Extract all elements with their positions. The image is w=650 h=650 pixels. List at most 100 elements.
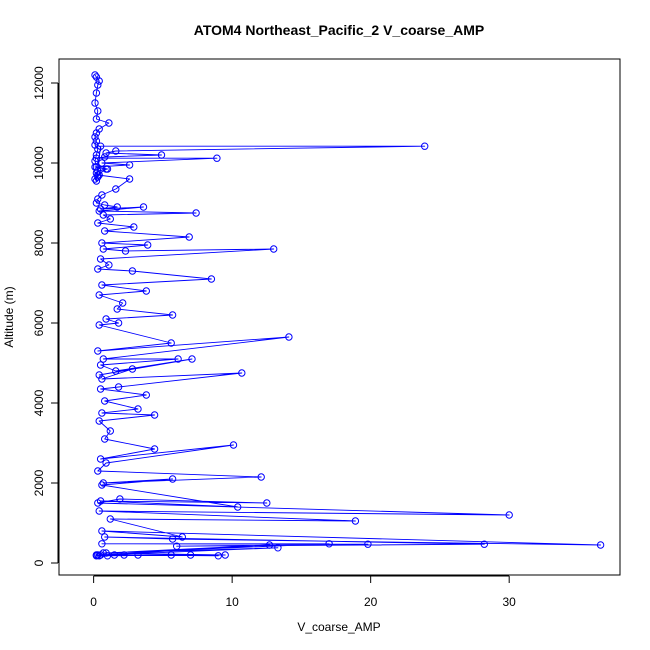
data-point	[150, 411, 159, 419]
data-point	[178, 533, 187, 541]
data-point	[99, 479, 108, 487]
data-point	[106, 427, 115, 435]
data-point	[112, 147, 120, 155]
y-tick-label: 2000	[32, 469, 46, 496]
data-point	[94, 499, 102, 507]
x-tick-label: 30	[503, 595, 517, 609]
y-tick-label: 0	[32, 559, 46, 566]
data-point	[144, 241, 152, 249]
data-point	[96, 205, 105, 213]
data-point	[92, 129, 101, 137]
y-tick-label: 6000	[32, 309, 46, 336]
data-point	[174, 355, 182, 363]
data-point	[134, 405, 142, 413]
data-point	[119, 299, 127, 307]
data-point	[168, 535, 177, 543]
data-point	[91, 133, 99, 141]
data-point	[99, 211, 108, 219]
data-point	[105, 119, 113, 127]
data-point	[102, 315, 110, 323]
data-point	[114, 383, 123, 391]
data-point	[113, 305, 121, 313]
data-point	[102, 165, 110, 173]
data-point	[112, 185, 120, 193]
data-point	[274, 544, 282, 552]
y-axis-label: Altitude (m)	[2, 286, 16, 347]
data-point	[128, 365, 137, 373]
data-point	[101, 227, 109, 235]
data-point	[91, 163, 99, 171]
data-point	[234, 503, 242, 511]
data-point	[92, 552, 101, 560]
data-point	[96, 255, 105, 263]
data-point	[94, 107, 102, 115]
x-tick-label: 10	[225, 595, 239, 609]
data-point	[98, 527, 106, 535]
data-point	[125, 161, 134, 169]
data-point	[213, 154, 221, 162]
data-point	[157, 151, 166, 159]
x-axis: 0 10 20 30	[90, 575, 517, 609]
data-point	[95, 507, 103, 515]
data-point	[265, 541, 274, 549]
data-series	[91, 71, 605, 560]
data-point	[229, 441, 238, 449]
data-point	[94, 265, 102, 273]
y-axis: 0 2000 4000 6000 8000 10000 12000	[32, 66, 59, 566]
data-point	[101, 201, 109, 209]
data-point	[167, 339, 175, 347]
x-tick-label: 20	[364, 595, 378, 609]
data-point	[351, 517, 360, 525]
data-point	[125, 175, 134, 183]
data-point	[364, 540, 372, 548]
data-point	[103, 552, 112, 560]
data-point	[92, 137, 101, 145]
data-point	[94, 347, 102, 355]
data-point	[480, 540, 488, 548]
data-point	[238, 369, 246, 377]
data-point	[96, 385, 105, 393]
data-point	[94, 467, 102, 475]
plot-area-frame	[58, 58, 621, 576]
data-point	[128, 267, 137, 275]
data-point	[95, 417, 103, 425]
data-point	[102, 459, 110, 467]
data-point	[110, 551, 119, 559]
x-tick-label: 0	[90, 595, 97, 609]
data-point	[95, 291, 103, 299]
data-point	[325, 540, 333, 548]
data-point	[92, 115, 101, 123]
data-point	[186, 551, 195, 559]
data-point	[99, 355, 108, 363]
data-point	[185, 233, 193, 241]
data-point	[94, 551, 102, 559]
data-point	[99, 245, 108, 253]
data-point	[142, 287, 151, 295]
data-point	[421, 142, 429, 150]
data-point	[98, 281, 106, 289]
data-point	[139, 203, 148, 211]
data-point	[130, 223, 138, 231]
data-point	[95, 77, 103, 85]
data-point	[505, 511, 513, 519]
data-point	[192, 209, 200, 217]
data-point	[102, 149, 110, 157]
data-point	[94, 219, 102, 227]
data-point	[120, 551, 128, 559]
data-point	[91, 71, 99, 79]
y-tick-label: 12000	[32, 66, 46, 100]
data-point	[285, 333, 293, 341]
data-point	[98, 159, 106, 167]
data-point	[214, 552, 223, 560]
data-point	[91, 99, 99, 107]
data-point	[101, 435, 109, 443]
data-point	[96, 455, 105, 463]
data-point	[150, 445, 159, 453]
chart-title: ATOM4 Northeast_Pacific_2 V_coarse_AMP	[194, 22, 485, 38]
data-point	[95, 207, 103, 215]
y-tick-label: 4000	[32, 389, 46, 416]
x-axis-label: V_coarse_AMP	[297, 620, 380, 634]
data-point	[106, 215, 115, 223]
data-point	[98, 540, 106, 548]
